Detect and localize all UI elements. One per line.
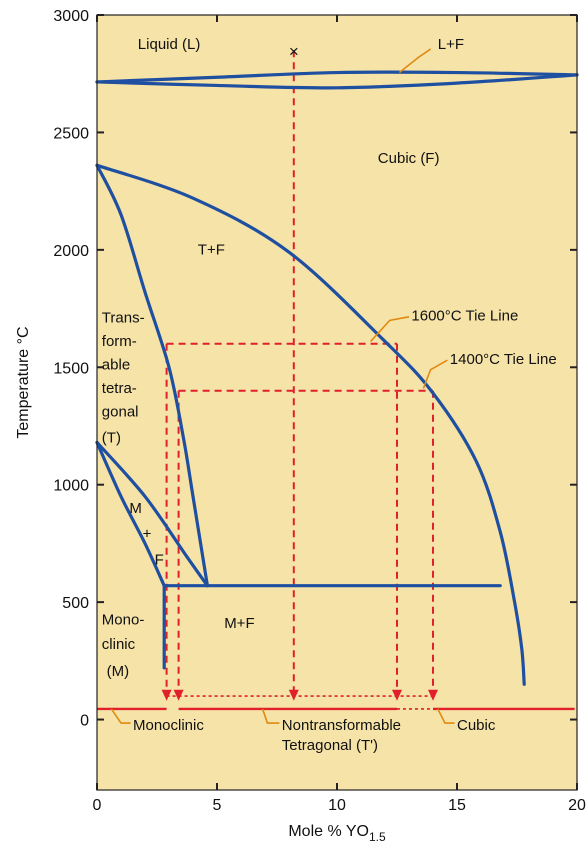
region-label-1: L+F: [438, 36, 464, 53]
y-tick-label-2000: 2000: [53, 243, 89, 260]
region-label-0: Liquid (L): [138, 36, 201, 53]
tie-line-label-1400: 1400°C Tie Line: [450, 351, 557, 368]
region-label-16: (M): [107, 663, 130, 680]
boundary-liquidus: [95, 70, 579, 84]
x-tick-label-20: 20: [568, 797, 586, 814]
rt-phase-label-1-1: Tetragonal (T'): [282, 737, 378, 754]
boundary-monoclinic-upper: [95, 440, 209, 588]
region-label-2: Cubic (F): [378, 150, 440, 167]
region-label-8: gonal: [102, 404, 139, 421]
leader-line-4: [261, 708, 280, 724]
y-tick-label-0: 0: [80, 713, 89, 730]
quench-arrowhead-0: [288, 689, 299, 701]
marker-x: ×: [289, 42, 299, 61]
tie-line-label-1600: 1600°C Tie Line: [411, 307, 518, 324]
region-label-3: T+F: [198, 242, 225, 259]
quench-lines-layer: [165, 50, 434, 693]
region-label-15: clinic: [102, 636, 136, 653]
region-label-10: M: [129, 500, 142, 517]
labels-layer: × Liquid (L) L+F Cubic (F) T+F Trans-form-abl…: [102, 36, 557, 754]
region-label-9: (T): [102, 429, 121, 446]
rt-phase-label-0-0: Monoclinic: [133, 717, 204, 734]
x-axis-label-subscript: 1.5: [369, 830, 386, 844]
region-label-11: +: [143, 526, 152, 543]
y-tick-label-1000: 1000: [53, 478, 89, 495]
quench-arrowhead-1: [161, 689, 172, 701]
boundary-solidus: [95, 73, 579, 90]
region-label-5: form-: [102, 333, 137, 350]
rt-phase-label-2-0: Cubic: [457, 717, 496, 734]
quench-arrowhead-3: [173, 689, 184, 701]
x-tick-label-10: 10: [328, 797, 346, 814]
x-tick-label-15: 15: [448, 797, 466, 814]
boundary-monoclinic-lower: [95, 440, 166, 588]
y-axis-label: Temperature °C: [15, 326, 32, 438]
phase-boundaries-layer: [95, 70, 579, 686]
y-tick-label-3000: 3000: [53, 8, 89, 25]
region-label-14: Mono-: [102, 611, 145, 628]
region-label-12: F: [155, 552, 164, 569]
leader-line-0: [398, 48, 432, 74]
room-temperature-layer: [97, 695, 575, 711]
leader-line-1: [370, 315, 410, 342]
arrowheads-layer: [161, 689, 438, 701]
leader-line-2: [422, 359, 448, 389]
boundary-tetragonal-solvus: [95, 163, 209, 588]
region-label-13: M+F: [224, 615, 254, 632]
leader-line-3: [110, 708, 131, 724]
region-label-4: Trans-: [102, 310, 145, 327]
quench-arrowhead-4: [428, 689, 438, 701]
region-label-7: tetra-: [102, 380, 137, 397]
quench-arrowhead-2: [392, 689, 402, 701]
x-axis-label: Mole % YO1.5: [288, 823, 386, 844]
y-tick-label-1500: 1500: [53, 360, 89, 377]
region-label-6: able: [102, 357, 130, 374]
axes-layer: 0 500 1000 1500 2000 2500 3000 0 5 10 15 20 Mole % Y…: [15, 8, 586, 844]
leader-lines-layer: [110, 48, 455, 724]
y-tick-label-2500: 2500: [53, 125, 89, 142]
plot-background: [97, 15, 577, 790]
x-tick-label-5: 5: [213, 797, 222, 814]
boundary-cubic-solvus: [95, 163, 526, 686]
rt-phase-label-1-0: Nontransformable: [282, 717, 401, 734]
y-tick-label-500: 500: [62, 595, 89, 612]
x-tick-label-0: 0: [93, 797, 102, 814]
leader-line-5: [437, 708, 455, 724]
